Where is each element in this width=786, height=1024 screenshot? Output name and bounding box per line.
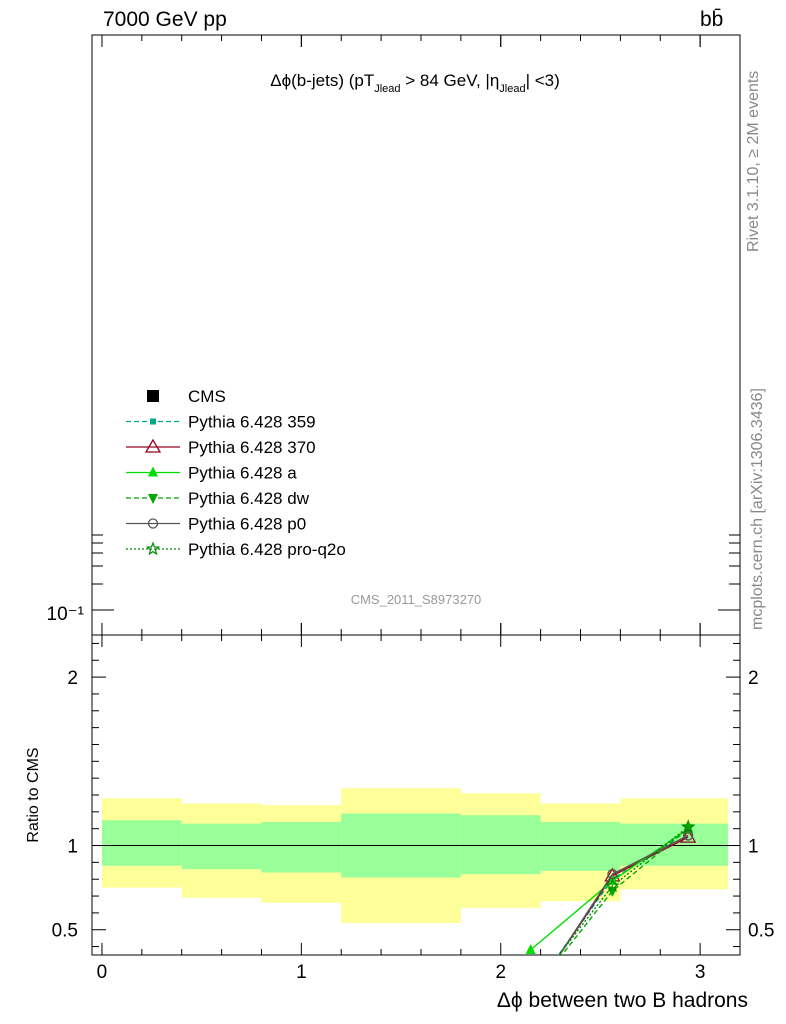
legend: CMS Pythia 6.428 359 Pythia 6.428 370 Pythi…: [126, 387, 346, 559]
x-tick-label: 3: [695, 962, 706, 983]
y-tick-label-right: 1: [748, 837, 759, 858]
y-tick-label: 1: [67, 837, 78, 858]
ratio-xlabel: Δϕ between two B hadrons: [497, 989, 748, 1012]
y-tick-label: 0.5: [52, 921, 78, 942]
main-title: Δϕ(b-jets) (pTJlead > 84 GeV, |ηJlead| <…: [270, 71, 560, 95]
legend-marker: [148, 466, 158, 477]
legend-marker: [144, 438, 162, 453]
series-point: [525, 943, 536, 954]
legend-entry: Pythia 6.428 p0: [126, 515, 306, 534]
ratio-axes: 0 1 2 3 0.5 0.5 1 1 2 2: [52, 635, 774, 983]
series-point: [683, 830, 694, 841]
stat-uncertainty-band: [181, 823, 262, 870]
legend-marker: [148, 494, 158, 504]
legend-marker: [150, 418, 156, 425]
y-tick-label-right: 0.5: [748, 921, 774, 942]
ratio-series: [525, 819, 697, 955]
legend-marker: [145, 541, 161, 556]
x-tick-label: 1: [296, 962, 307, 983]
legend-entry: CMS: [147, 387, 226, 406]
legend-entry: Pythia 6.428 370: [126, 438, 316, 457]
x-tick-label: 0: [97, 962, 108, 983]
y-tick-label: 2: [67, 668, 78, 689]
legend-label: Pythia 6.428 a: [188, 464, 297, 483]
legend-marker: [147, 518, 159, 529]
legend-entry: Pythia 6.428 pro-q2o: [126, 540, 346, 559]
stat-uncertainty-band: [261, 821, 342, 873]
legend-entry: Pythia 6.428 359: [126, 413, 316, 432]
legend-entry: Pythia 6.428 a: [126, 464, 297, 483]
series-line: [557, 826, 689, 955]
main-y-ticks: [92, 35, 740, 635]
legend-label: CMS: [188, 387, 226, 406]
series-pythia-6-428-pro-q2o: [557, 819, 696, 955]
legend-entry: Pythia 6.428 dw: [126, 489, 310, 508]
header-right: bb̄: [700, 8, 724, 31]
series-point: [680, 828, 697, 843]
legend-label: Pythia 6.428 370: [188, 438, 316, 457]
series-line: [560, 828, 689, 955]
header-left: 7000 GeV pp: [103, 8, 227, 31]
legend-label: Pythia 6.428 p0: [188, 515, 306, 534]
series-point: [680, 819, 696, 834]
stat-uncertainty-band: [540, 821, 621, 871]
main-ytick-label: 10⁻¹: [47, 604, 85, 625]
ratio-bands: [101, 788, 729, 923]
watermark: CMS_2011_S8973270: [351, 592, 482, 607]
x-tick-label: 2: [495, 962, 506, 983]
stat-uncertainty-band: [101, 820, 182, 866]
ratio-ylabel: Ratio to CMS: [25, 747, 42, 842]
legend-label: Pythia 6.428 dw: [188, 489, 310, 508]
series-line: [558, 834, 689, 955]
legend-label: Pythia 6.428 pro-q2o: [188, 540, 346, 559]
legend-marker: [147, 390, 159, 402]
y-tick-label-right: 2: [748, 668, 759, 689]
legend-label: Pythia 6.428 359: [188, 413, 316, 432]
stat-uncertainty-band: [460, 815, 541, 875]
series-point: [605, 878, 620, 893]
